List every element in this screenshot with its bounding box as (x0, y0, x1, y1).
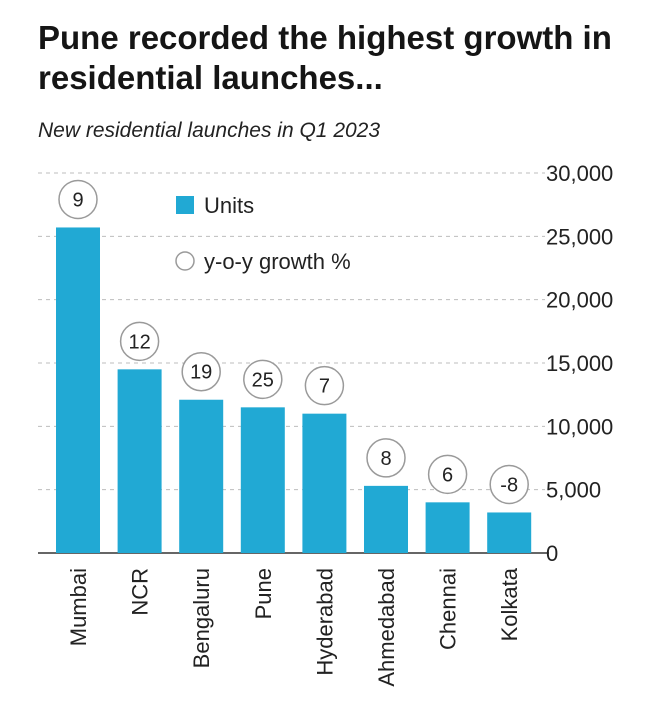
x-tick-label: Chennai (436, 568, 461, 650)
bar-bengaluru (179, 399, 224, 553)
growth-circle (58, 179, 98, 220)
bar-kolkata (487, 512, 532, 553)
y-tick-label: 15,000 (546, 351, 613, 376)
growth-label: 9 (72, 189, 83, 211)
bar-mumbai (56, 227, 100, 553)
bar-hyderabad (302, 413, 347, 553)
chart-title: Pune recorded the highest growth in resi… (38, 19, 612, 96)
y-tick-label: 25,000 (546, 224, 613, 249)
growth-circle (181, 351, 221, 392)
bars (56, 227, 532, 553)
growth-label: 19 (190, 362, 212, 384)
x-tick-label: Mumbai (66, 568, 91, 646)
bar-ahmedabad (364, 485, 408, 553)
growth-circle (304, 365, 345, 406)
y-tick-label: 5,000 (546, 478, 601, 503)
bar-pune (240, 407, 285, 553)
x-axis-category-labels: Mumbai NCR Bengaluru Pune Hyderabad Ahmedabad… (66, 567, 522, 686)
bar-chennai (425, 502, 470, 553)
y-tick-label: 30,000 (546, 161, 613, 186)
x-tick-label: Ahmedabad (374, 568, 399, 687)
growth-markers: 9 12 19 25 7 8 6 -8 (58, 179, 529, 505)
chart-subtitle: New residential launches in Q1 2023 (38, 119, 381, 142)
y-axis-tick-labels: 0 5,000 10,000 15,000 20,000 25,000 30,000 (546, 161, 613, 566)
growth-label: 8 (380, 448, 391, 470)
legend: Units y-o-y growth % (175, 193, 351, 274)
growth-label: 25 (252, 369, 274, 391)
legend-swatch-units (176, 196, 194, 214)
y-tick-label: 10,000 (546, 414, 613, 439)
growth-label: 6 (442, 464, 453, 486)
x-tick-label: Pune (251, 568, 276, 619)
legend-label-units: Units (204, 193, 254, 218)
y-tick-label: 20,000 (546, 288, 613, 313)
y-tick-label: 0 (546, 541, 558, 566)
growth-circle (427, 454, 468, 495)
x-tick-label: NCR (128, 568, 153, 616)
legend-swatch-growth (175, 251, 195, 271)
growth-circle (366, 438, 406, 478)
legend-label-growth: y-o-y growth % (204, 249, 351, 274)
growth-label: 7 (319, 376, 330, 398)
x-tick-label: Bengaluru (189, 568, 214, 668)
growth-label: 12 (128, 331, 150, 353)
growth-circle (243, 359, 283, 400)
x-tick-label: Kolkata (497, 567, 522, 641)
bar-ncr (117, 369, 162, 553)
gridlines (38, 172, 549, 554)
growth-circle (489, 464, 529, 505)
growth-label: -8 (500, 474, 518, 496)
growth-circle (119, 321, 160, 362)
x-tick-label: Hyderabad (312, 568, 337, 676)
